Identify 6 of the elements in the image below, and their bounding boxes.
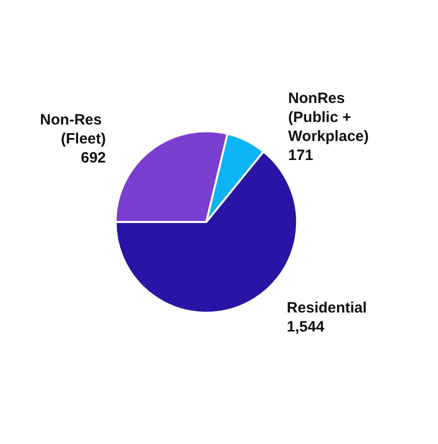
slice-label: NonRes (Public + Workplace) (288, 90, 369, 146)
data-label: 171 (288, 147, 314, 164)
data-label: 692 (80, 149, 106, 166)
data-label: 1,544 (286, 318, 325, 336)
slice-label: Non-Res (Fleet) (40, 111, 106, 148)
slice-label: Residential (286, 299, 367, 316)
